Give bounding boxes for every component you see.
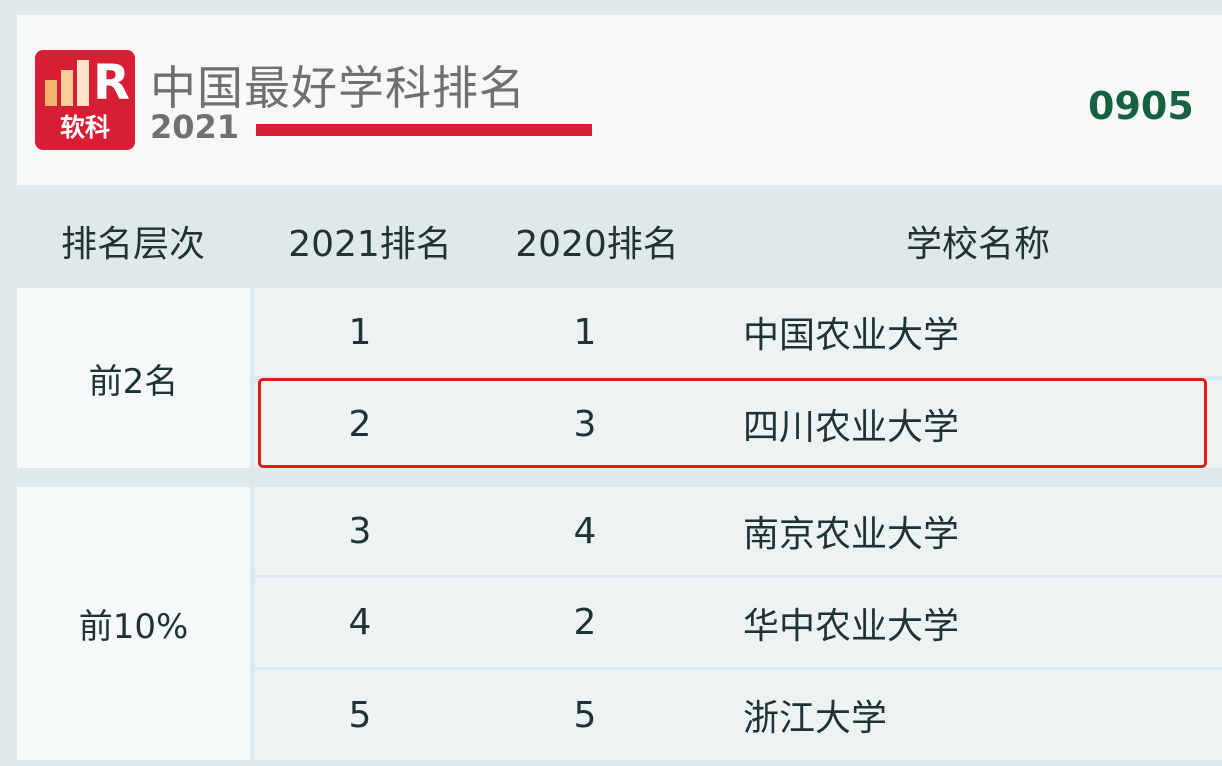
ranking-banner <box>17 15 1222 185</box>
tier-cell: 前10% <box>17 487 250 760</box>
column-header-rank-2021: 2021排名 <box>288 224 452 265</box>
school-name: 华中农业大学 <box>743 605 960 647</box>
column-header-school: 学校名称 <box>905 224 1050 265</box>
rank-2020: 3 <box>573 403 597 445</box>
logo-bar <box>77 60 89 106</box>
logo-r-icon: R <box>93 55 130 111</box>
ranking-year: 2021 <box>150 108 240 146</box>
rank-2021: 1 <box>348 311 372 353</box>
table-row: 3 4 南京农业大学 <box>255 487 1222 575</box>
table-row: 4 2 华中农业大学 <box>255 578 1222 667</box>
column-header-rank-2020: 2020排名 <box>515 224 679 265</box>
logo-bar <box>45 80 57 106</box>
school-name: 浙江大学 <box>743 698 888 739</box>
school-name: 中国农业大学 <box>743 315 960 356</box>
page-title: 中国最好学科排名 <box>150 61 526 115</box>
school-name: 四川农业大学 <box>743 407 960 448</box>
logo-text: 软科 <box>59 113 110 142</box>
rank-2020: 1 <box>573 311 597 353</box>
table-row: 2 3 四川农业大学 <box>255 380 1222 468</box>
table-row: 1 1 中国农业大学 <box>255 288 1222 376</box>
shanghairanking-logo: R 软科 <box>35 50 135 150</box>
rank-2021: 3 <box>348 510 372 552</box>
logo-bar <box>61 70 73 106</box>
highlight-box <box>258 378 1207 468</box>
rank-2020: 5 <box>573 694 597 736</box>
rank-2021: 4 <box>348 602 372 643</box>
rank-2020: 4 <box>573 510 597 552</box>
subject-code: 0905 <box>1088 84 1194 128</box>
school-name: 南京农业大学 <box>743 514 960 555</box>
rank-2020: 2 <box>573 602 597 643</box>
rank-2021: 2 <box>348 403 372 445</box>
tier-cell: 前2名 <box>17 288 250 468</box>
column-header-tier: 排名层次 <box>60 224 205 265</box>
rank-2021: 5 <box>348 694 372 736</box>
title-underline <box>256 124 592 136</box>
table-row: 5 5 浙江大学 <box>255 670 1222 760</box>
